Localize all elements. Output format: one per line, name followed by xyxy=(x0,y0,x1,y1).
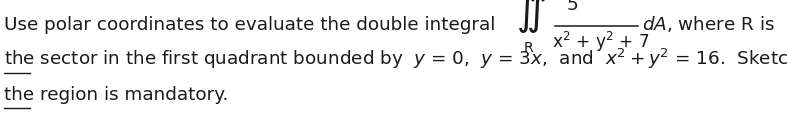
Text: the sector in the first quadrant bounded by  $y$ = 0,  $y$ = 3$x$,  and  $x^2 + : the sector in the first quadrant bounded… xyxy=(4,47,787,71)
Text: R: R xyxy=(524,41,534,55)
Text: Use polar coordinates to evaluate the double integral: Use polar coordinates to evaluate the do… xyxy=(4,16,495,34)
Text: the region is mandatory.: the region is mandatory. xyxy=(4,86,228,104)
Text: 5: 5 xyxy=(567,0,578,14)
Text: $\iint$: $\iint$ xyxy=(516,0,545,35)
Text: $dA$, where R is: $dA$, where R is xyxy=(642,14,775,34)
Text: x$^2$ + y$^2$ + 7: x$^2$ + y$^2$ + 7 xyxy=(552,30,649,54)
